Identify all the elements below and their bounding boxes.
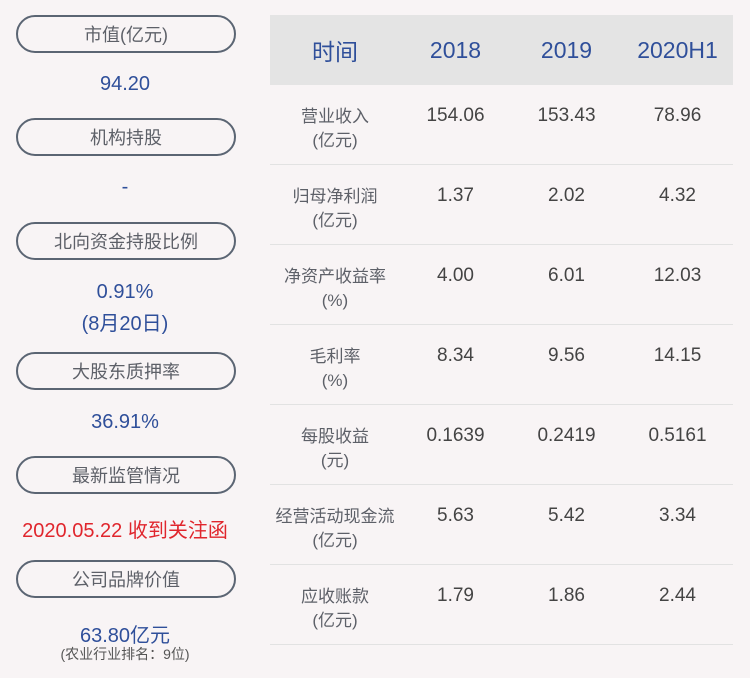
market-cap-label: 市值(亿元) [16,15,236,53]
cell-value: 78.96 [653,105,702,126]
row-unit: (%) [321,371,349,390]
cell-value: 153.43 [537,105,596,126]
row-unit: (亿元) [312,131,358,150]
financial-table: 时间 2018 2019 2020H1 营业收入 (亿元) 154.06 153.… [270,15,733,645]
cell-value: 154.06 [426,105,485,126]
cell-value: 4.32 [659,185,696,206]
cell-value: 1.86 [548,585,585,606]
cell-value: 1.37 [437,185,474,206]
cell-value: 3.34 [659,505,696,526]
header-2020h1: 2020H1 [637,36,718,63]
table-header: 时间 2018 2019 2020H1 [270,15,733,85]
row-label: 营业收入 [301,107,369,126]
cell-value: 1.79 [437,585,474,606]
cell-value: 2.02 [548,185,585,206]
northbound-holding-label: 北向资金持股比例 [16,222,236,260]
row-unit: (亿元) [312,531,358,550]
header-period: 时间 [312,39,358,65]
cell-value: 5.42 [548,505,585,526]
table-row: 毛利率 (%) 8.34 9.56 14.15 [270,325,733,405]
table-row: 每股收益 (元) 0.1639 0.2419 0.5161 [270,405,733,485]
cell-value: 8.34 [437,345,474,366]
header-2019: 2019 [540,36,593,63]
row-unit: (亿元) [312,611,358,630]
brand-value-rank: (农业行业排名：9位) [60,646,190,662]
cell-value: 4.00 [437,265,474,286]
row-label: 归母净利润 [292,187,378,206]
brand-value-value: 63.80亿元 [79,625,171,647]
pledge-ratio-label: 大股东质押率 [16,352,236,390]
northbound-holding-date: (8月20日) [81,313,169,335]
table-row: 净资产收益率 (%) 4.00 6.01 12.03 [270,245,733,325]
row-unit: (元) [320,451,350,470]
cell-value: 0.1639 [426,425,485,446]
row-label: 净资产收益率 [284,267,386,286]
northbound-holding-value: 0.91% [96,281,154,303]
cell-value: 2.44 [659,585,696,606]
row-unit: (亿元) [312,211,358,230]
brand-value-label: 公司品牌价值 [16,560,236,598]
cell-value: 12.03 [653,265,702,286]
row-label: 毛利率 [309,347,361,366]
table-row: 应收账款 (亿元) 1.79 1.86 2.44 [270,565,733,645]
table-row: 营业收入 (亿元) 154.06 153.43 78.96 [270,85,733,165]
cell-value: 6.01 [548,265,585,286]
regulatory-status-label: 最新监管情况 [16,456,236,494]
regulatory-status-value: 2020.05.22 收到关注函 [22,520,228,542]
cell-value: 9.56 [548,345,585,366]
cell-value: 0.2419 [537,425,596,446]
market-cap-value: 94.20 [99,73,151,95]
row-label: 经营活动现金流 [275,507,395,526]
row-label: 每股收益 [301,427,369,446]
header-2018: 2018 [429,36,482,63]
table-row: 归母净利润 (亿元) 1.37 2.02 4.32 [270,165,733,245]
row-label: 应收账款 [301,587,369,606]
institutional-holding-label: 机构持股 [16,118,236,156]
cell-value: 5.63 [437,505,474,526]
table-row: 经营活动现金流 (亿元) 5.63 5.42 3.34 [270,485,733,565]
institutional-holding-value: - [121,176,129,198]
cell-value: 0.5161 [648,425,707,446]
pledge-ratio-value: 36.91% [91,411,159,433]
cell-value: 14.15 [653,345,702,366]
row-unit: (%) [321,291,349,310]
